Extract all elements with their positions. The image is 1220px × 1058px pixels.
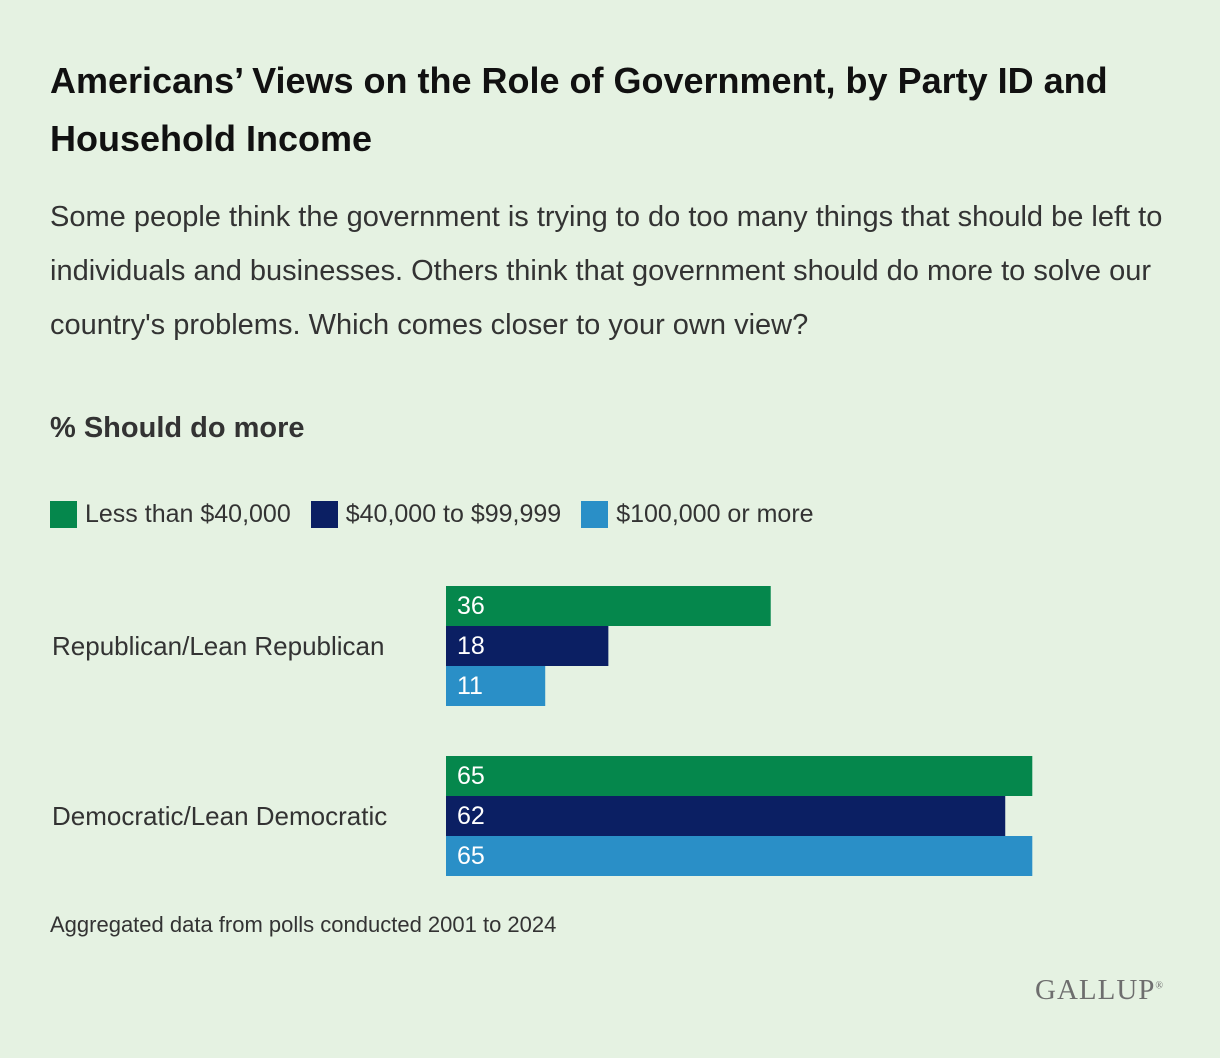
bar-1-1 xyxy=(446,796,1006,836)
legend-label-high-income: $100,000 or more xyxy=(616,500,814,528)
bar-0-0 xyxy=(446,586,771,626)
legend-label-middle-income: $40,000 to $99,999 xyxy=(345,500,562,528)
data-label-1-0: 65 xyxy=(457,762,485,790)
category-label-0: Republican/Lean Republican xyxy=(52,631,384,661)
legend-swatch-middle-income xyxy=(310,501,338,528)
data-label-0-0: 36 xyxy=(457,592,485,620)
gallup-logo: GALLUP® xyxy=(1035,974,1164,1007)
source-note: Aggregated data from polls conducted 200… xyxy=(50,912,557,937)
registered-mark: ® xyxy=(1155,980,1164,992)
legend-item-high-income: $100,000 or more xyxy=(581,500,814,529)
legend-swatch-high-income xyxy=(581,501,609,528)
legend-item-middle-income: $40,000 to $99,999 xyxy=(310,500,562,529)
legend-item-low-income: Less than $40,000 xyxy=(50,500,291,529)
data-label-0-1: 18 xyxy=(457,632,485,660)
legend-label-low-income: Less than $40,000 xyxy=(85,500,291,528)
logo-text: GALLUP xyxy=(1035,974,1156,1006)
chart-subtitle: Some people think the government is tryi… xyxy=(50,201,1163,341)
bar-1-2 xyxy=(446,836,1033,876)
data-label-0-2: 11 xyxy=(457,672,483,700)
data-label-1-1: 62 xyxy=(457,802,485,830)
data-label-1-2: 65 xyxy=(457,842,485,870)
chart-title: Americans’ Views on the Role of Governme… xyxy=(50,60,1108,159)
category-label-1: Democratic/Lean Democratic xyxy=(52,801,387,831)
bar-1-0 xyxy=(446,756,1033,796)
bar-chart: Republican/Lean Republican 36 18 11 Democrat… xyxy=(52,586,1033,876)
metric-label: % Should do more xyxy=(50,412,305,444)
legend-swatch-low-income xyxy=(50,501,77,528)
bar-0-2 xyxy=(446,666,546,706)
chart-legend: Less than $40,000 $40,000 to $99,999 $10… xyxy=(50,500,814,529)
bar-0-1 xyxy=(446,626,609,666)
